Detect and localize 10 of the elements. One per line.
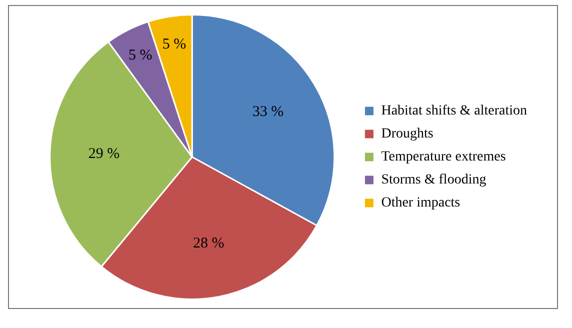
- legend-label: Droughts: [381, 126, 434, 142]
- data-label: 5 %: [128, 48, 152, 64]
- data-label: 29 %: [88, 146, 120, 162]
- data-label: 33 %: [252, 104, 284, 120]
- legend-label: Other impacts: [381, 196, 460, 211]
- data-label: 5 %: [162, 36, 186, 53]
- legend-label: Storms & flooding: [381, 172, 486, 188]
- legend-label: Habitat shifts & alteration: [381, 104, 527, 119]
- data-label: 28 %: [193, 236, 224, 252]
- legend-label: Temperature extremes: [381, 150, 506, 165]
